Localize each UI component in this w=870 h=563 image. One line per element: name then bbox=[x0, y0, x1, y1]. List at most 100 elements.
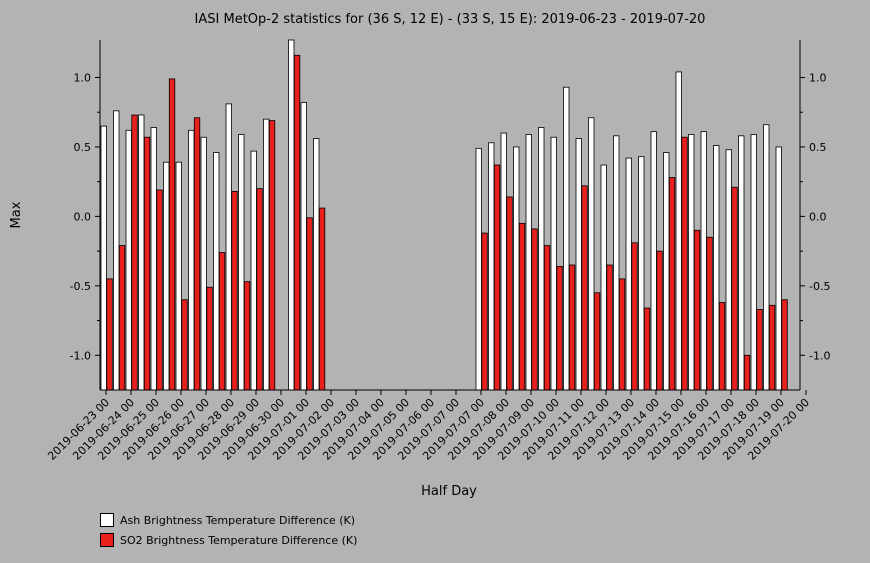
y-tick-label-left: 0.0 bbox=[74, 210, 92, 223]
legend-item-so2: SO2 Brightness Temperature Difference (K… bbox=[100, 533, 357, 547]
so2-bar bbox=[318, 207, 326, 391]
ash-bar bbox=[688, 134, 695, 391]
y-ticks-group: -1.0 -1.0 -0.5 -0.5 0.0 0.0 0.5 0.5 1.0 1.0 bbox=[70, 72, 831, 363]
bars-group bbox=[100, 39, 788, 391]
ash-bar bbox=[775, 146, 782, 391]
legend-swatch-so2 bbox=[100, 533, 114, 547]
so2-bar bbox=[531, 228, 538, 391]
ash-bar bbox=[238, 134, 245, 391]
ash-bar bbox=[750, 134, 757, 391]
ash-bar bbox=[225, 103, 232, 391]
so2-bar bbox=[268, 120, 276, 391]
so2-bar bbox=[606, 264, 613, 391]
so2-bar bbox=[706, 236, 713, 391]
so2-bar bbox=[506, 196, 513, 391]
ash-bar bbox=[175, 161, 182, 391]
ash-bar bbox=[213, 152, 220, 391]
ash-bar bbox=[600, 164, 607, 391]
ash-bar bbox=[563, 86, 570, 391]
chart-title: IASI MetOp-2 statistics for (36 S, 12 E)… bbox=[195, 12, 706, 27]
so2-bar bbox=[743, 354, 751, 391]
ash-bar bbox=[538, 127, 545, 391]
ash-bar bbox=[150, 127, 157, 391]
so2-bar bbox=[143, 136, 151, 391]
so2-bar bbox=[693, 229, 701, 391]
so2-bar bbox=[781, 299, 788, 391]
ash-bar bbox=[125, 129, 132, 391]
ash-bar bbox=[500, 132, 507, 391]
so2-bar bbox=[218, 252, 226, 391]
ash-bar bbox=[625, 157, 632, 391]
ash-bar bbox=[675, 71, 682, 391]
so2-bar bbox=[618, 278, 626, 391]
so2-bar bbox=[543, 245, 551, 391]
ash-bar bbox=[650, 131, 657, 391]
legend-item-ash: Ash Brightness Temperature Difference (K… bbox=[100, 513, 355, 527]
so2-bar bbox=[518, 222, 526, 391]
ash-bar bbox=[638, 156, 645, 391]
y-tick-label-left: -1.0 bbox=[70, 349, 91, 362]
ash-bar bbox=[188, 129, 195, 391]
ash-bar bbox=[525, 134, 532, 391]
y-tick-label-right: 0.5 bbox=[809, 141, 827, 154]
so2-bar bbox=[768, 304, 776, 391]
so2-bar bbox=[568, 264, 576, 391]
so2-bar bbox=[556, 265, 563, 391]
ash-bar bbox=[475, 147, 482, 391]
so2-bar bbox=[306, 217, 313, 391]
so2-bar bbox=[181, 299, 188, 391]
y-tick-label-left: 0.5 bbox=[74, 141, 92, 154]
y-tick-label-right: -0.5 bbox=[809, 280, 830, 293]
ash-bar bbox=[163, 161, 170, 391]
y-tick-label-right: -1.0 bbox=[809, 349, 830, 362]
ash-bar bbox=[738, 135, 745, 391]
so2-bar bbox=[206, 286, 213, 391]
so2-bar bbox=[231, 190, 238, 391]
ash-bar bbox=[725, 149, 732, 391]
so2-bar bbox=[293, 54, 301, 391]
ash-bar bbox=[263, 118, 270, 391]
y-tick-label-right: 0.0 bbox=[809, 210, 827, 223]
so2-bar bbox=[118, 245, 126, 391]
ash-bar bbox=[113, 110, 120, 391]
so2-bar bbox=[756, 309, 763, 391]
so2-bar bbox=[256, 188, 263, 391]
x-axis-label: Half Day bbox=[421, 484, 477, 499]
ash-bar bbox=[713, 145, 720, 391]
ash-bar bbox=[250, 150, 257, 391]
ash-bar bbox=[575, 138, 582, 391]
so2-bar bbox=[731, 186, 738, 391]
axes-group bbox=[99, 40, 801, 391]
ash-bar bbox=[288, 39, 295, 391]
legend-swatch-ash bbox=[100, 513, 114, 527]
ash-bar bbox=[700, 131, 707, 391]
ash-bar bbox=[100, 125, 107, 391]
so2-bar bbox=[193, 117, 201, 391]
ash-bar bbox=[663, 152, 670, 391]
ash-bar bbox=[550, 136, 557, 391]
so2-bar bbox=[481, 232, 488, 391]
so2-bar bbox=[493, 164, 501, 391]
so2-bar bbox=[656, 250, 663, 391]
so2-bar bbox=[156, 189, 163, 391]
y-axis-label: Max bbox=[9, 201, 24, 228]
ash-bar bbox=[513, 146, 520, 391]
ash-bar bbox=[300, 102, 307, 391]
so2-bar bbox=[681, 136, 688, 391]
y-tick-label-right: 1.0 bbox=[809, 72, 827, 85]
ash-bar bbox=[488, 142, 495, 391]
so2-bar bbox=[631, 242, 638, 391]
ash-bar bbox=[588, 117, 595, 391]
so2-bar bbox=[718, 302, 726, 391]
so2-bar bbox=[593, 292, 601, 391]
so2-bar bbox=[168, 78, 176, 391]
y-tick-label-left: -0.5 bbox=[70, 280, 91, 293]
ash-bar bbox=[313, 138, 320, 391]
legend-label-so2: SO2 Brightness Temperature Difference (K… bbox=[120, 533, 358, 547]
y-tick-label-left: 1.0 bbox=[74, 72, 92, 85]
ash-bar bbox=[200, 136, 207, 391]
so2-bar bbox=[581, 185, 588, 391]
ash-bar bbox=[763, 124, 770, 391]
so2-bar bbox=[106, 278, 113, 391]
